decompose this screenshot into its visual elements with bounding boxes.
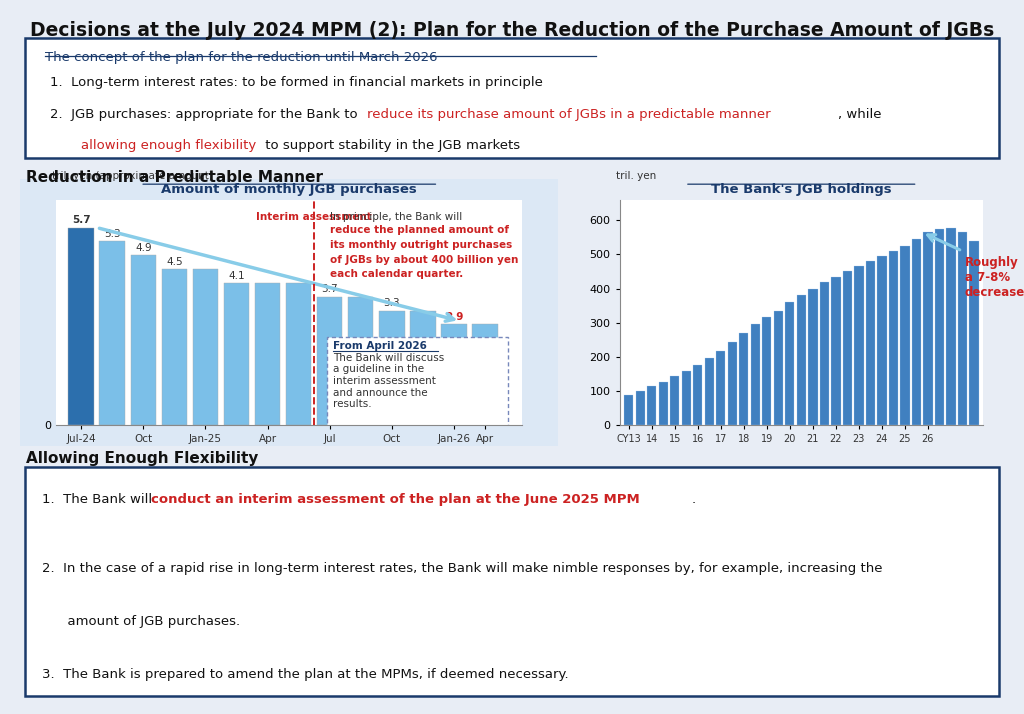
- Text: 3.  The Bank is prepared to amend the plan at the MPMs, if deemed necessary.: 3. The Bank is prepared to amend the pla…: [42, 668, 568, 680]
- Text: , while: , while: [839, 109, 882, 121]
- FancyBboxPatch shape: [26, 467, 998, 696]
- Text: Decisions at the July 2024 MPM (2): Plan for the Reduction of the Purchase Amoun: Decisions at the July 2024 MPM (2): Plan…: [30, 21, 994, 40]
- Text: 3.3: 3.3: [383, 298, 400, 308]
- Bar: [739, 333, 749, 425]
- Bar: [472, 324, 498, 425]
- Bar: [785, 302, 795, 425]
- Bar: [348, 297, 374, 425]
- Text: 4.1: 4.1: [228, 271, 245, 281]
- Text: tril. yen: tril. yen: [615, 171, 656, 181]
- Bar: [647, 386, 656, 425]
- Text: 4.5: 4.5: [166, 257, 182, 267]
- Bar: [193, 269, 218, 425]
- Bar: [843, 271, 852, 425]
- Text: 5.7: 5.7: [72, 215, 90, 225]
- Bar: [854, 266, 863, 425]
- Bar: [797, 296, 806, 425]
- Bar: [889, 251, 898, 425]
- Bar: [819, 283, 829, 425]
- Text: 2.  JGB purchases: appropriate for the Bank to: 2. JGB purchases: appropriate for the Ba…: [50, 109, 361, 121]
- Bar: [773, 311, 783, 425]
- FancyBboxPatch shape: [26, 39, 998, 158]
- Text: 1.  Long-term interest rates: to be formed in financial markets in principle: 1. Long-term interest rates: to be forme…: [50, 76, 543, 89]
- Text: each calendar quarter.: each calendar quarter.: [330, 269, 463, 279]
- Text: In principle, the Bank will: In principle, the Bank will: [330, 212, 462, 222]
- Bar: [670, 376, 680, 425]
- Text: reduce its purchase amount of JGBs in a predictable manner: reduce its purchase amount of JGBs in a …: [367, 109, 770, 121]
- Bar: [762, 318, 771, 425]
- Bar: [255, 283, 281, 425]
- Text: tril. yen (approximate amount): tril. yen (approximate amount): [51, 171, 213, 181]
- Bar: [716, 351, 725, 425]
- Text: Allowing Enough Flexibility: Allowing Enough Flexibility: [26, 451, 258, 466]
- Bar: [878, 256, 887, 425]
- Bar: [923, 232, 933, 425]
- Title: The Bank's JGB holdings: The Bank's JGB holdings: [711, 183, 892, 196]
- FancyBboxPatch shape: [327, 336, 508, 428]
- Bar: [900, 246, 909, 425]
- Bar: [69, 228, 94, 425]
- Text: From April 2026: From April 2026: [333, 341, 427, 351]
- Bar: [957, 232, 967, 425]
- Text: Reduction in a Predictable Manner: Reduction in a Predictable Manner: [26, 170, 323, 185]
- Text: 1.  The Bank will: 1. The Bank will: [42, 493, 157, 506]
- Text: 5.3: 5.3: [103, 229, 121, 239]
- Bar: [946, 228, 955, 425]
- Text: allowing enough flexibility: allowing enough flexibility: [82, 139, 257, 152]
- Bar: [865, 261, 876, 425]
- Bar: [286, 283, 311, 425]
- Text: amount of JGB purchases.: amount of JGB purchases.: [42, 615, 241, 628]
- Bar: [831, 276, 841, 425]
- Text: 2.9: 2.9: [444, 312, 463, 322]
- Bar: [99, 241, 125, 425]
- Bar: [727, 343, 737, 425]
- Bar: [682, 371, 691, 425]
- Text: The concept of the plan for the reduction until March 2026: The concept of the plan for the reductio…: [45, 51, 437, 64]
- Bar: [911, 239, 921, 425]
- Text: Roughly
a 7-8%
decrease: Roughly a 7-8% decrease: [965, 256, 1024, 299]
- Bar: [636, 391, 645, 425]
- Text: reduce the planned amount of: reduce the planned amount of: [330, 225, 509, 235]
- Text: The Bank will discuss
a guideline in the
interim assessment
and announce the
res: The Bank will discuss a guideline in the…: [333, 353, 444, 409]
- Text: 2.  In the case of a rapid rise in long-term interest rates, the Bank will make : 2. In the case of a rapid rise in long-t…: [42, 563, 883, 575]
- Text: 3.7: 3.7: [322, 284, 338, 294]
- Bar: [130, 256, 156, 425]
- Bar: [751, 324, 760, 425]
- Bar: [441, 324, 467, 425]
- Bar: [223, 283, 249, 425]
- Text: conduct an interim assessment of the plan at the June 2025 MPM: conduct an interim assessment of the pla…: [152, 493, 640, 506]
- Bar: [162, 269, 187, 425]
- Text: of JGBs by about 400 billion yen: of JGBs by about 400 billion yen: [330, 255, 518, 265]
- Bar: [379, 311, 404, 425]
- FancyBboxPatch shape: [17, 177, 561, 446]
- Title: Amount of monthly JGB purchases: Amount of monthly JGB purchases: [162, 183, 417, 196]
- Text: its monthly outright purchases: its monthly outright purchases: [330, 240, 512, 250]
- Bar: [705, 358, 714, 425]
- Text: .: .: [692, 493, 696, 506]
- Bar: [658, 381, 668, 425]
- Text: 4.9: 4.9: [135, 243, 152, 253]
- Bar: [808, 288, 817, 425]
- Bar: [693, 365, 702, 425]
- Text: to support stability in the JGB markets: to support stability in the JGB markets: [261, 139, 520, 152]
- Bar: [935, 229, 944, 425]
- Text: Interim assessment: Interim assessment: [256, 212, 372, 223]
- Bar: [316, 297, 342, 425]
- Bar: [624, 395, 634, 425]
- Bar: [969, 241, 979, 425]
- Bar: [410, 311, 435, 425]
